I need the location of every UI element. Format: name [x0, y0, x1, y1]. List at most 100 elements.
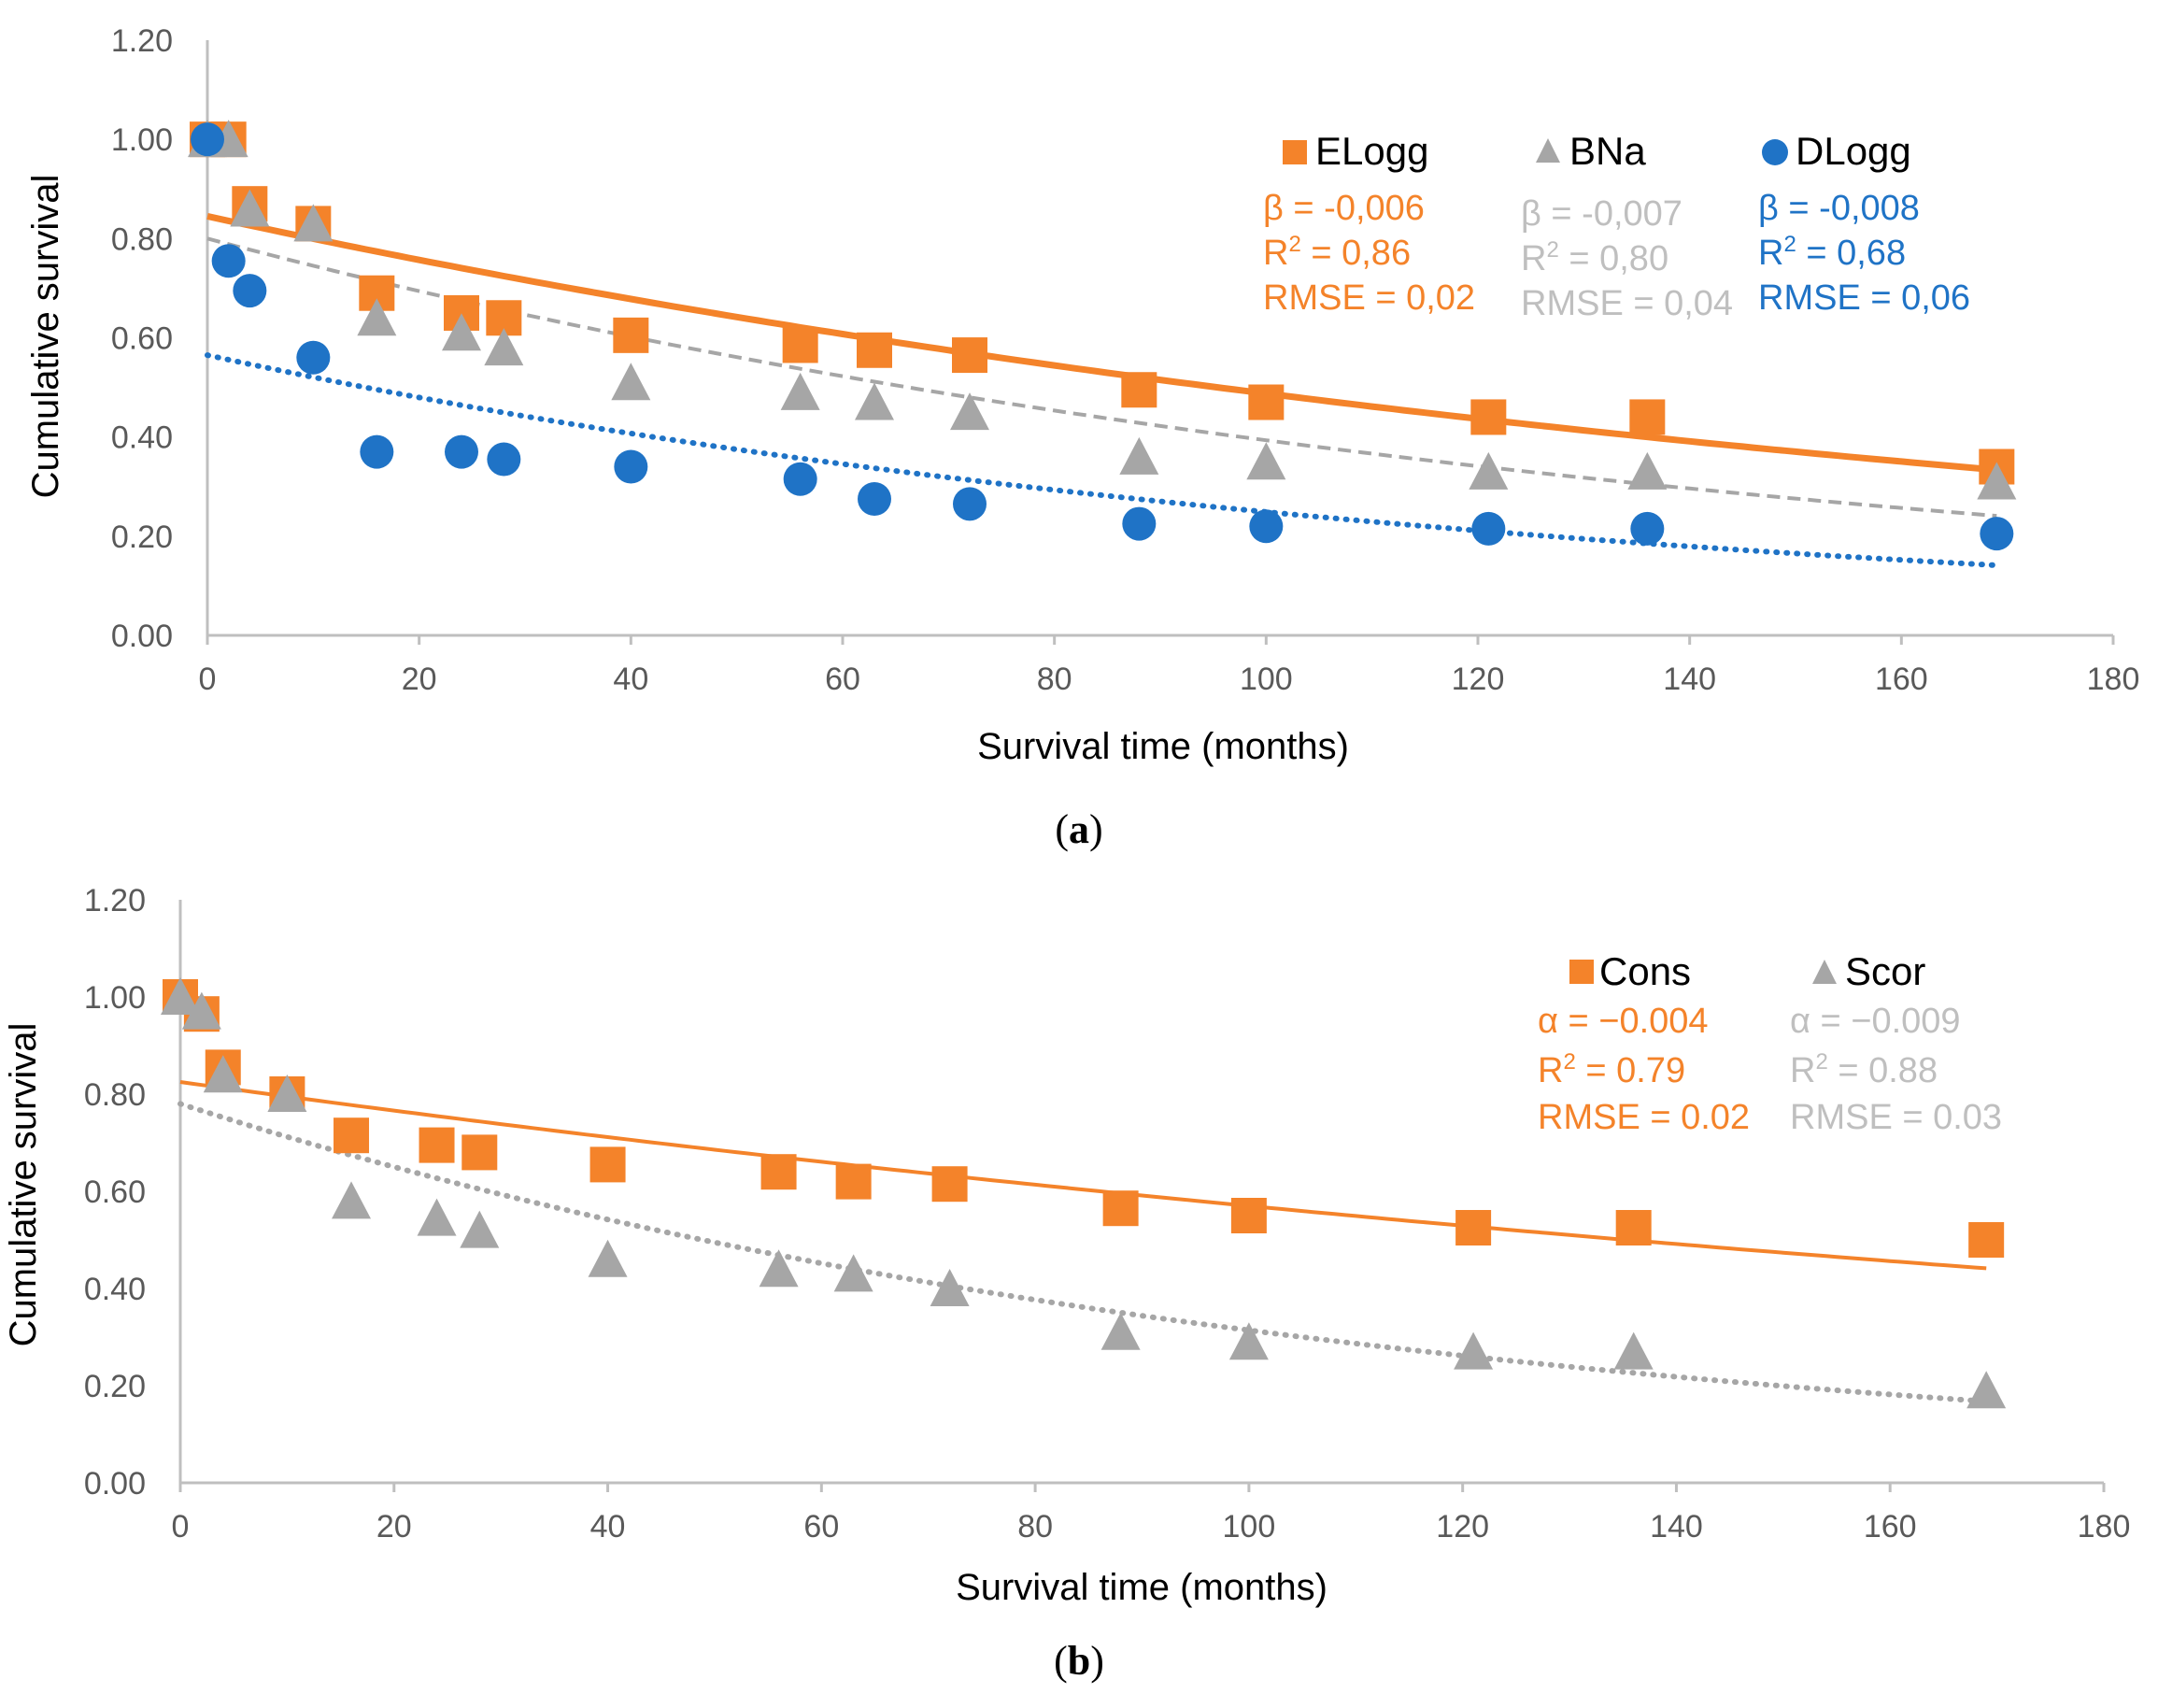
x-tick-label: 180 — [2087, 662, 2140, 697]
y-tick-label: 1.20 — [111, 23, 173, 59]
point-scor — [1228, 1322, 1269, 1360]
trendline-bna — [206, 236, 1997, 519]
x-tick-label: 40 — [613, 662, 648, 697]
point-scor — [930, 1269, 970, 1306]
legend-elogg-marker — [1283, 140, 1307, 164]
y-tick-label: 0.20 — [111, 520, 173, 555]
point-bna — [1627, 451, 1668, 490]
point-dlogg — [858, 482, 891, 517]
panel-b-x-tick-labels: 0 20 40 60 80 100 120 140 160 180 — [172, 1509, 2131, 1544]
point-elogg — [613, 317, 649, 353]
x-tick-label: 160 — [1875, 662, 1928, 697]
point-dlogg — [487, 442, 521, 477]
x-tick-label: 160 — [1864, 1509, 1917, 1544]
bna-rmse: RMSE = 0,04 — [1521, 284, 1733, 323]
panel-b-data-points — [161, 977, 2007, 1409]
x-tick-label: 120 — [1452, 662, 1505, 697]
point-dlogg — [953, 487, 987, 521]
panel-b-trendlines — [177, 1080, 1990, 1404]
point-elogg — [857, 332, 892, 368]
point-elogg — [1248, 384, 1285, 420]
point-bna — [780, 372, 820, 410]
y-tick-label: 0.60 — [111, 321, 173, 357]
cons-r2: R2 = 0.79 — [1538, 1049, 1685, 1090]
x-tick-label: 180 — [2078, 1509, 2131, 1544]
panel-b-chart: 0.00 0.20 0.40 0.60 0.80 1.00 1.20 0 20 40 60 80 10… — [3, 883, 2130, 1684]
point-dlogg — [1980, 517, 2014, 551]
point-bna — [484, 328, 524, 366]
point-scor — [203, 1055, 243, 1093]
point-scor — [267, 1075, 307, 1112]
point-scor — [161, 977, 200, 1015]
point-dlogg — [1471, 511, 1506, 546]
cons-rmse: RMSE = 0.02 — [1538, 1098, 1750, 1137]
legend-cons-label: Cons — [1599, 949, 1691, 993]
point-dlogg — [233, 274, 267, 308]
point-dlogg — [445, 434, 478, 469]
legend-bna-marker — [1536, 138, 1560, 163]
point-bna — [855, 382, 894, 420]
legend-cons-marker — [1569, 960, 1594, 984]
point-cons — [835, 1163, 872, 1200]
point-scor — [1613, 1331, 1654, 1370]
point-bna — [1977, 462, 2017, 500]
x-tick-label: 80 — [1017, 1509, 1053, 1544]
point-cons — [1102, 1190, 1139, 1227]
x-tick-label: 0 — [172, 1509, 190, 1544]
panel-a-y-axis-title: Cumulative survival — [25, 175, 66, 499]
x-tick-label: 40 — [590, 1509, 626, 1544]
point-cons — [1230, 1198, 1267, 1233]
y-tick-label: 1.20 — [84, 883, 146, 918]
trendline-scor — [177, 1101, 1990, 1404]
x-tick-label: 140 — [1650, 1509, 1703, 1544]
panel-b-legend: Cons Scor — [1569, 949, 1925, 993]
point-bna — [1246, 442, 1286, 480]
y-tick-label: 1.00 — [84, 980, 146, 1016]
point-elogg — [1470, 399, 1507, 435]
point-cons — [1615, 1210, 1652, 1245]
elogg-r2: R2 = 0,86 — [1263, 232, 1411, 273]
bna-beta: β = -0,007 — [1521, 194, 1682, 234]
panel-a-caption: (a) — [1055, 806, 1102, 852]
cons-alpha: α = −0.004 — [1538, 1002, 1709, 1041]
panel-b-y-tick-labels: 0.00 0.20 0.40 0.60 0.80 1.00 1.20 — [84, 883, 146, 1502]
panel-a-y-tick-labels: 0.00 0.20 0.40 0.60 0.80 1.00 1.20 — [111, 23, 173, 654]
point-scor — [460, 1210, 500, 1248]
point-cons — [931, 1166, 968, 1203]
point-cons — [419, 1127, 455, 1163]
y-tick-label: 0.20 — [84, 1369, 146, 1404]
point-elogg — [1121, 372, 1157, 408]
y-tick-label: 1.00 — [111, 122, 173, 158]
x-tick-label: 0 — [199, 662, 217, 697]
elogg-beta: β = -0,006 — [1263, 189, 1425, 228]
legend-scor-label: Scor — [1845, 949, 1925, 993]
panel-b-caption: (b) — [1054, 1638, 1104, 1684]
point-dlogg — [1249, 509, 1284, 544]
x-tick-label: 60 — [803, 1509, 839, 1544]
point-scor — [588, 1239, 628, 1277]
panel-b-y-axis-title: Cumulative survival — [3, 1023, 44, 1347]
point-dlogg — [1122, 506, 1157, 541]
point-dlogg — [296, 340, 331, 375]
point-cons — [334, 1117, 370, 1154]
point-scor — [1100, 1312, 1141, 1350]
panel-a-trendlines — [205, 212, 2000, 568]
point-dlogg — [211, 244, 246, 278]
y-tick-label: 0.00 — [111, 619, 173, 654]
panel-a-x-axis-title: Survival time (months) — [977, 726, 1349, 767]
point-bna — [611, 363, 651, 401]
point-bna — [1469, 451, 1509, 490]
panel-a-fit-statistics: β = -0,006 R2 = 0,86 RMSE = 0,02 β = -0,… — [1263, 189, 1970, 323]
dlogg-rmse: RMSE = 0,06 — [1758, 278, 1970, 318]
panel-a-x-tick-labels: 0 20 40 60 80 100 120 140 160 180 — [199, 662, 2140, 697]
trendline-cons — [179, 1080, 1987, 1271]
x-tick-label: 60 — [825, 662, 860, 697]
legend-bna-label: BNa — [1569, 129, 1646, 173]
point-dlogg — [614, 449, 648, 484]
trendline-elogg — [206, 212, 1997, 474]
point-cons — [760, 1154, 797, 1190]
x-tick-label: 140 — [1663, 662, 1716, 697]
point-dlogg — [1630, 511, 1665, 546]
point-cons — [1455, 1210, 1492, 1245]
